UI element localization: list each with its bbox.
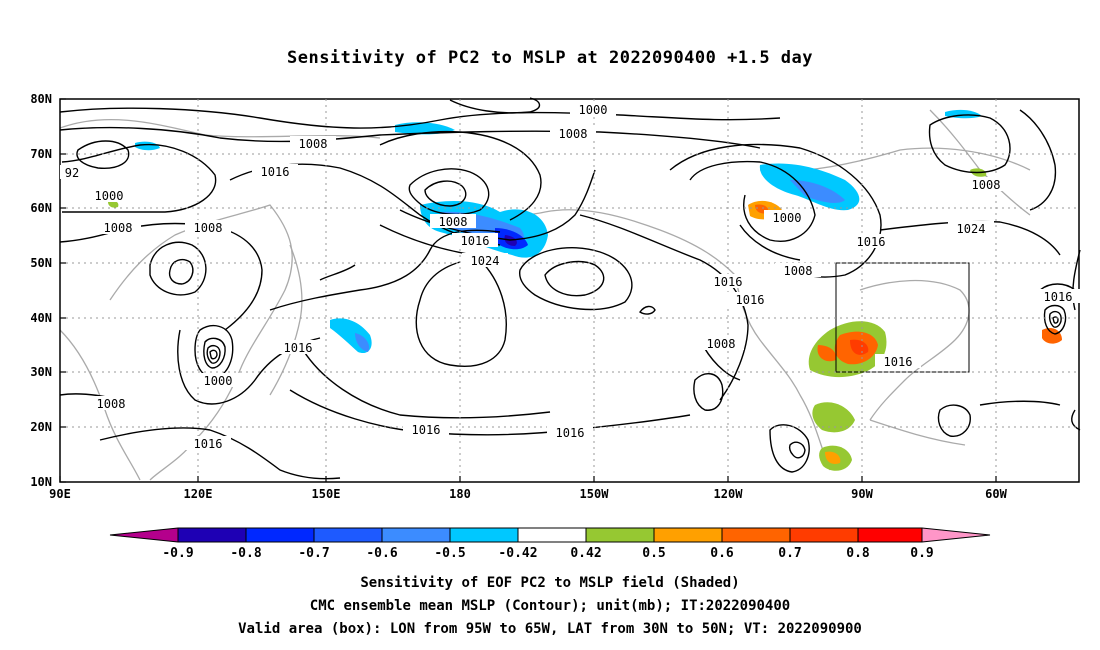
contour-label: 1000	[204, 374, 233, 388]
contour-label: 1008	[97, 397, 126, 411]
colorbar-segment	[722, 528, 790, 542]
colorbar-label: 0.9	[910, 546, 933, 561]
shade-pos-7	[825, 451, 841, 464]
colorbar-segment	[178, 528, 246, 542]
colorbar-label: 0.42	[570, 546, 601, 561]
colorbar-label: 0.6	[710, 546, 734, 561]
mslp-contours	[59, 97, 1081, 480]
colorbar-label: 0.5	[642, 546, 665, 561]
colorbar-segment	[858, 528, 922, 542]
contour-label: 1008	[707, 337, 736, 351]
contour-label: 92	[65, 166, 79, 180]
lat-label: 20N	[30, 420, 52, 434]
lon-label: 90E	[49, 487, 71, 501]
lat-axis-labels: 80N 70N 60N 50N 40N 30N 20N 10N	[30, 92, 52, 489]
colorbar-label: -0.8	[230, 546, 261, 561]
contour-label: 1000	[579, 103, 608, 117]
caption-line-1: Sensitivity of EOF PC2 to MSLP field (Sh…	[360, 575, 740, 591]
colorbar-segment	[246, 528, 314, 542]
colorbar-segment	[450, 528, 518, 542]
lon-label: 90W	[851, 487, 873, 501]
shade-neg-9	[355, 333, 370, 352]
colorbar-segment	[518, 528, 586, 542]
colorbar-label: -0.9	[162, 546, 193, 561]
contour-labels: 1000 1008 1008 92 1000 1008 1016 1008 10…	[60, 102, 1081, 451]
contour-label: 1016	[714, 275, 743, 289]
contour-label: 1016	[736, 293, 765, 307]
contour-label: 1016	[461, 234, 490, 248]
contour-label: 1008	[299, 137, 328, 151]
lat-label: 30N	[30, 365, 52, 379]
contour-label: 1016	[884, 355, 913, 369]
shade-pos-3	[850, 339, 869, 355]
shade-pos-4	[817, 345, 837, 362]
contour-label: 1008	[784, 264, 813, 278]
contour-label: 1000	[773, 211, 802, 225]
map-frame	[59, 98, 1080, 483]
colorbar-segment	[586, 528, 654, 542]
contour-label: 1024	[957, 222, 986, 236]
colorbar-segment	[382, 528, 450, 542]
lon-label: 120W	[714, 487, 744, 501]
lat-label: 10N	[30, 475, 52, 489]
colorbar-label: -0.7	[298, 546, 329, 561]
ticks	[59, 98, 997, 483]
contour-label: 1008	[559, 127, 588, 141]
colorbar-segment	[314, 528, 382, 542]
contour-label: 1008	[194, 221, 223, 235]
lon-label: 180	[449, 487, 471, 501]
lon-axis-labels: 90E 120E 150E 180 150W 120W 90W 60W	[49, 487, 1007, 501]
lon-label: 120E	[184, 487, 213, 501]
contour-label: 1000	[95, 189, 124, 203]
contour-label: 1016	[194, 437, 223, 451]
shade-pos-10	[1042, 328, 1062, 344]
colorbar-segment	[654, 528, 722, 542]
colorbar-max-triangle	[922, 528, 990, 542]
lat-label: 40N	[30, 311, 52, 325]
colorbar-min-triangle	[110, 528, 178, 542]
chart-title: Sensitivity of PC2 to MSLP at 2022090400…	[286, 48, 813, 68]
colorbar-segment	[790, 528, 858, 542]
contour-label: 1016	[1044, 290, 1073, 304]
colorbar-label: -0.5	[434, 546, 465, 561]
lon-label: 150E	[312, 487, 341, 501]
lon-label: 60W	[985, 487, 1007, 501]
shade-pos-12	[108, 200, 119, 208]
shade-pos-5	[812, 402, 855, 433]
colorbar-label: 0.8	[846, 546, 870, 561]
contour-label: 1008	[439, 215, 468, 229]
contour-label: 1016	[412, 423, 441, 437]
caption-line-3: Valid area (box): LON from 95W to 65W, L…	[238, 621, 862, 637]
shade-neg-6	[790, 180, 845, 203]
colorbar-label: -0.6	[366, 546, 397, 561]
lat-label: 50N	[30, 256, 52, 270]
shade-neg-11	[135, 141, 160, 151]
contour-label: 1016	[556, 426, 585, 440]
lat-label: 60N	[30, 201, 52, 215]
contour-label: 1024	[471, 254, 500, 268]
lon-label: 150W	[580, 487, 610, 501]
contour-label: 1016	[857, 235, 886, 249]
gridlines	[60, 99, 1079, 482]
caption-line-2: CMC ensemble mean MSLP (Contour); unit(m…	[309, 598, 791, 614]
colorbar-label: -0.42	[498, 546, 537, 561]
contour-label: 1008	[972, 178, 1001, 192]
contour-label: 1016	[284, 341, 313, 355]
lat-label: 80N	[30, 92, 52, 106]
sensitivity-shading	[108, 109, 1062, 471]
contour-label: 1016	[261, 165, 290, 179]
lat-label: 70N	[30, 147, 52, 161]
colorbar: -0.9 -0.8 -0.7 -0.6 -0.5 -0.42 0.42 0.5 …	[109, 527, 991, 561]
colorbar-label: 0.7	[778, 546, 801, 561]
contour-label: 1008	[104, 221, 133, 235]
